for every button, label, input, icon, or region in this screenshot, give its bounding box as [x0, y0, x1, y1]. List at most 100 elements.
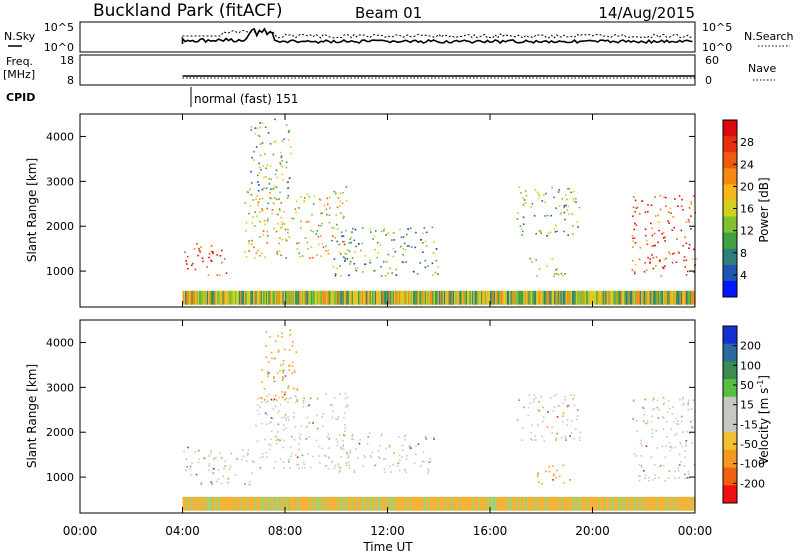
echo-cell: [250, 126, 253, 128]
echo-cell: [256, 404, 259, 406]
near-range-cell: [378, 496, 380, 511]
echo-cell: [347, 455, 350, 457]
echo-cell: [248, 240, 250, 242]
echo-cell: [255, 252, 258, 254]
near-range-cell: [460, 496, 462, 511]
echo-cell: [302, 461, 305, 464]
near-range-cell: [274, 290, 277, 305]
noise-panel: N.Sky 10^5 10^0 N.Search 10^5 10^0: [4, 21, 794, 54]
near-range-cell: [465, 496, 468, 511]
echo-cell: [425, 245, 428, 247]
echo-cell: [254, 127, 257, 129]
echo-cell: [281, 160, 283, 162]
echo-cell: [416, 273, 419, 275]
colorbar-swatch: [723, 361, 737, 380]
echo-cell: [557, 273, 560, 276]
near-range-cell: [327, 290, 329, 305]
echo-cell: [571, 225, 574, 227]
near-range-cell: [227, 496, 229, 511]
echo-cell: [347, 405, 349, 407]
near-range-cell: [618, 496, 620, 511]
echo-cell: [540, 230, 543, 233]
near-range-cell: [217, 290, 219, 305]
near-range-cell: [664, 496, 666, 511]
echo-cell: [268, 372, 270, 374]
echo-cell: [187, 446, 189, 449]
near-range-cell: [554, 496, 556, 511]
near-range-cell: [273, 496, 275, 511]
near-range-cell: [436, 496, 438, 511]
echo-cell: [529, 257, 531, 260]
near-range-cell: [360, 496, 362, 511]
echo-cell: [345, 462, 347, 464]
echo-cell: [345, 229, 347, 232]
noise-search-label: N.Search: [744, 30, 794, 43]
echo-cell: [274, 405, 277, 408]
echo-cell: [520, 192, 522, 194]
near-range-cell: [200, 496, 202, 511]
near-range-cell: [646, 290, 648, 305]
near-range-cell: [354, 496, 356, 511]
near-range-cell: [347, 496, 350, 511]
near-range-cell: [559, 496, 561, 511]
echo-cell: [258, 162, 260, 165]
near-range-cell: [524, 290, 526, 305]
echo-cell: [270, 421, 273, 423]
near-range-cell: [668, 290, 670, 305]
near-range-cell: [665, 496, 667, 511]
echo-cell: [366, 443, 369, 445]
echo-cell: [260, 168, 262, 171]
colorbar-swatch: [723, 379, 737, 398]
near-range-cell: [382, 290, 384, 305]
echo-cell: [645, 474, 647, 476]
echo-region: [336, 432, 435, 475]
echo-cell: [274, 173, 277, 176]
near-range-cell: [659, 290, 661, 305]
echo-cell: [259, 255, 261, 257]
near-range-cell: [347, 290, 350, 305]
near-range-cell: [648, 496, 651, 511]
echo-cell: [552, 479, 554, 481]
near-range-cell: [287, 290, 289, 305]
echo-cell: [662, 465, 665, 467]
time-tick-label: 12:00: [370, 524, 405, 538]
echo-cell: [295, 351, 298, 353]
echo-cell: [571, 213, 574, 215]
echo-cell: [257, 204, 259, 206]
power-panel-frame: [79, 113, 696, 308]
near-range-cell: [218, 496, 220, 511]
echo-cell: [216, 254, 218, 256]
echo-cell: [562, 402, 564, 404]
echo-cell: [533, 398, 535, 401]
near-range-cell: [592, 496, 594, 511]
echo-cell: [686, 477, 689, 479]
echo-cell: [276, 176, 279, 179]
colorbar-swatch: [723, 216, 737, 234]
echo-cell: [353, 471, 356, 473]
near-range-cell: [604, 290, 606, 305]
echo-cell: [669, 446, 671, 448]
echo-cell: [263, 387, 266, 390]
echo-cell: [251, 222, 254, 224]
echo-cell: [682, 431, 684, 433]
echo-cell: [658, 409, 660, 411]
echo-cell: [259, 166, 261, 168]
near-range-cell: [586, 496, 588, 511]
echo-cell: [266, 219, 269, 222]
echo-cell: [529, 402, 531, 404]
near-range-cell: [602, 496, 605, 511]
near-range-cell: [538, 496, 541, 511]
near-range-cell: [277, 496, 279, 511]
near-range-cell: [324, 290, 327, 305]
echo-cell: [219, 451, 221, 454]
near-range-cell: [232, 290, 234, 305]
echo-cell: [364, 263, 366, 266]
echo-cell: [656, 447, 658, 449]
near-range-cell: [581, 290, 583, 305]
echo-cell: [523, 406, 526, 408]
echo-cell: [684, 456, 686, 459]
near-range-cell: [410, 290, 412, 305]
near-range-cell: [237, 290, 239, 305]
echo-cell: [397, 462, 400, 464]
echo-cell: [667, 211, 670, 214]
